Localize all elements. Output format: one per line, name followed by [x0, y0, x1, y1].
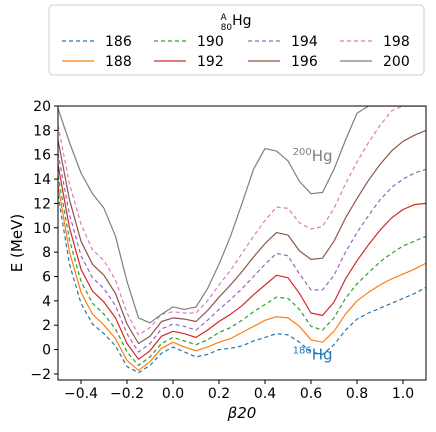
legend-title: A 80Hg [220, 13, 251, 33]
annotation-200-hg: 200Hg [293, 147, 333, 165]
y-tick-label: 8 [42, 245, 51, 261]
legend-label-192: 192 [197, 54, 224, 70]
series-line-196 [58, 129, 426, 345]
x-tick-label: 0.4 [254, 386, 276, 402]
legend-label-188: 188 [105, 54, 132, 70]
legend-label-194: 194 [291, 34, 318, 50]
y-tick-label: 12 [33, 196, 51, 212]
series-line-186 [58, 194, 426, 374]
annotation-layer: 200Hg 186Hg [293, 147, 333, 363]
legend-label-186: 186 [105, 34, 132, 50]
series-line-194 [58, 153, 426, 353]
series-line-188 [58, 185, 426, 371]
legend-label-190: 190 [197, 34, 224, 50]
series-line-192 [58, 164, 426, 360]
x-tick-label: −0.4 [64, 386, 98, 402]
y-tick-label: 4 [42, 294, 51, 310]
plot-frame [57, 105, 427, 381]
annotation-186-hg: 186Hg [293, 345, 333, 363]
y-axis-title: E (MeV) [8, 214, 26, 272]
y-tick-label: −2 [30, 367, 51, 383]
y-tick-label: 16 [33, 148, 51, 164]
y-tick-label: 18 [33, 123, 51, 139]
y-tick-label: 10 [33, 221, 51, 237]
y-tick-label: 6 [42, 269, 51, 285]
y-tick-label: 20 [33, 99, 51, 115]
legend-label-198: 198 [383, 34, 410, 50]
x-tick-label: 0.2 [208, 386, 230, 402]
x-tick-label: 0.8 [346, 386, 368, 402]
y-tick-label: 0 [42, 343, 51, 359]
legend-box [48, 4, 425, 76]
y-tick-label: 14 [33, 172, 51, 188]
x-tick-label: 0.0 [162, 386, 184, 402]
x-tick-label: −0.2 [110, 386, 144, 402]
series-line-198 [58, 106, 426, 336]
x-axis-title: β20 [227, 404, 257, 422]
axes-layer: −0.4 −0.2 0.0 0.2 0.4 0.6 0.8 1.0 −2 0 2 4 6 8 10 12 14 1… [8, 99, 427, 422]
legend-label-200: 200 [383, 54, 410, 70]
legend: A 80Hg 186 188 190 192 194 196 198 200 [48, 4, 425, 76]
series-layer [58, 106, 426, 374]
legend-label-196: 196 [291, 54, 318, 70]
y-tick-label: 2 [42, 318, 51, 334]
series-line-190 [58, 175, 426, 366]
series-line-200 [58, 106, 426, 324]
x-tick-label: 1.0 [392, 386, 414, 402]
x-tick-label: 0.6 [300, 386, 322, 402]
